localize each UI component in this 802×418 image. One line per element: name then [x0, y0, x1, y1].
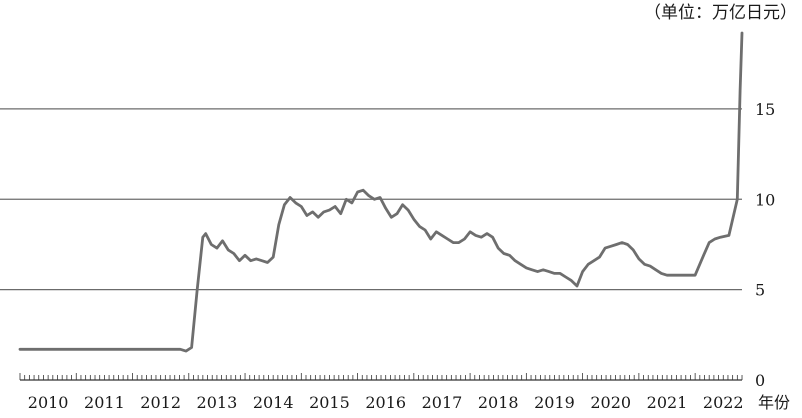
y-tick-labels: 0 5 10 15: [755, 100, 775, 390]
x-tick-label-2017: 2017: [422, 393, 463, 412]
x-tick-label-2013: 2013: [197, 393, 238, 412]
series-line-0: [18, 31, 744, 353]
x-tick-label-2021: 2021: [647, 393, 688, 412]
y-tick-label-0: 0: [755, 371, 765, 390]
x-tick-label-2016: 2016: [365, 393, 406, 412]
series-layer: [18, 31, 744, 353]
x-tick-label-2011: 2011: [84, 393, 125, 412]
x-axis: [19, 373, 743, 381]
x-tick-label-2014: 2014: [253, 393, 294, 412]
unit-label: （单位：万亿日元）: [644, 3, 797, 23]
y-tick-label-10: 10: [755, 190, 775, 209]
y-tick-label-5: 5: [755, 281, 765, 300]
x-tick-label-2022: 2022: [703, 393, 744, 412]
x-tick-label-2019: 2019: [534, 393, 575, 412]
x-tick-label-2015: 2015: [309, 393, 350, 412]
x-tick-label-2020: 2020: [590, 393, 631, 412]
gridlines: [0, 108, 742, 291]
x-tick-label-2012: 2012: [140, 393, 181, 412]
x-axis-label: 年份: [758, 393, 790, 412]
x-tick-label-2010: 2010: [28, 393, 69, 412]
y-tick-label-15: 15: [755, 100, 775, 119]
x-tick-label-2018: 2018: [478, 393, 519, 412]
x-tick-labels: 2010 2011 2012 2013 2014 2015 2016 2017 2018 2019…: [28, 393, 744, 412]
